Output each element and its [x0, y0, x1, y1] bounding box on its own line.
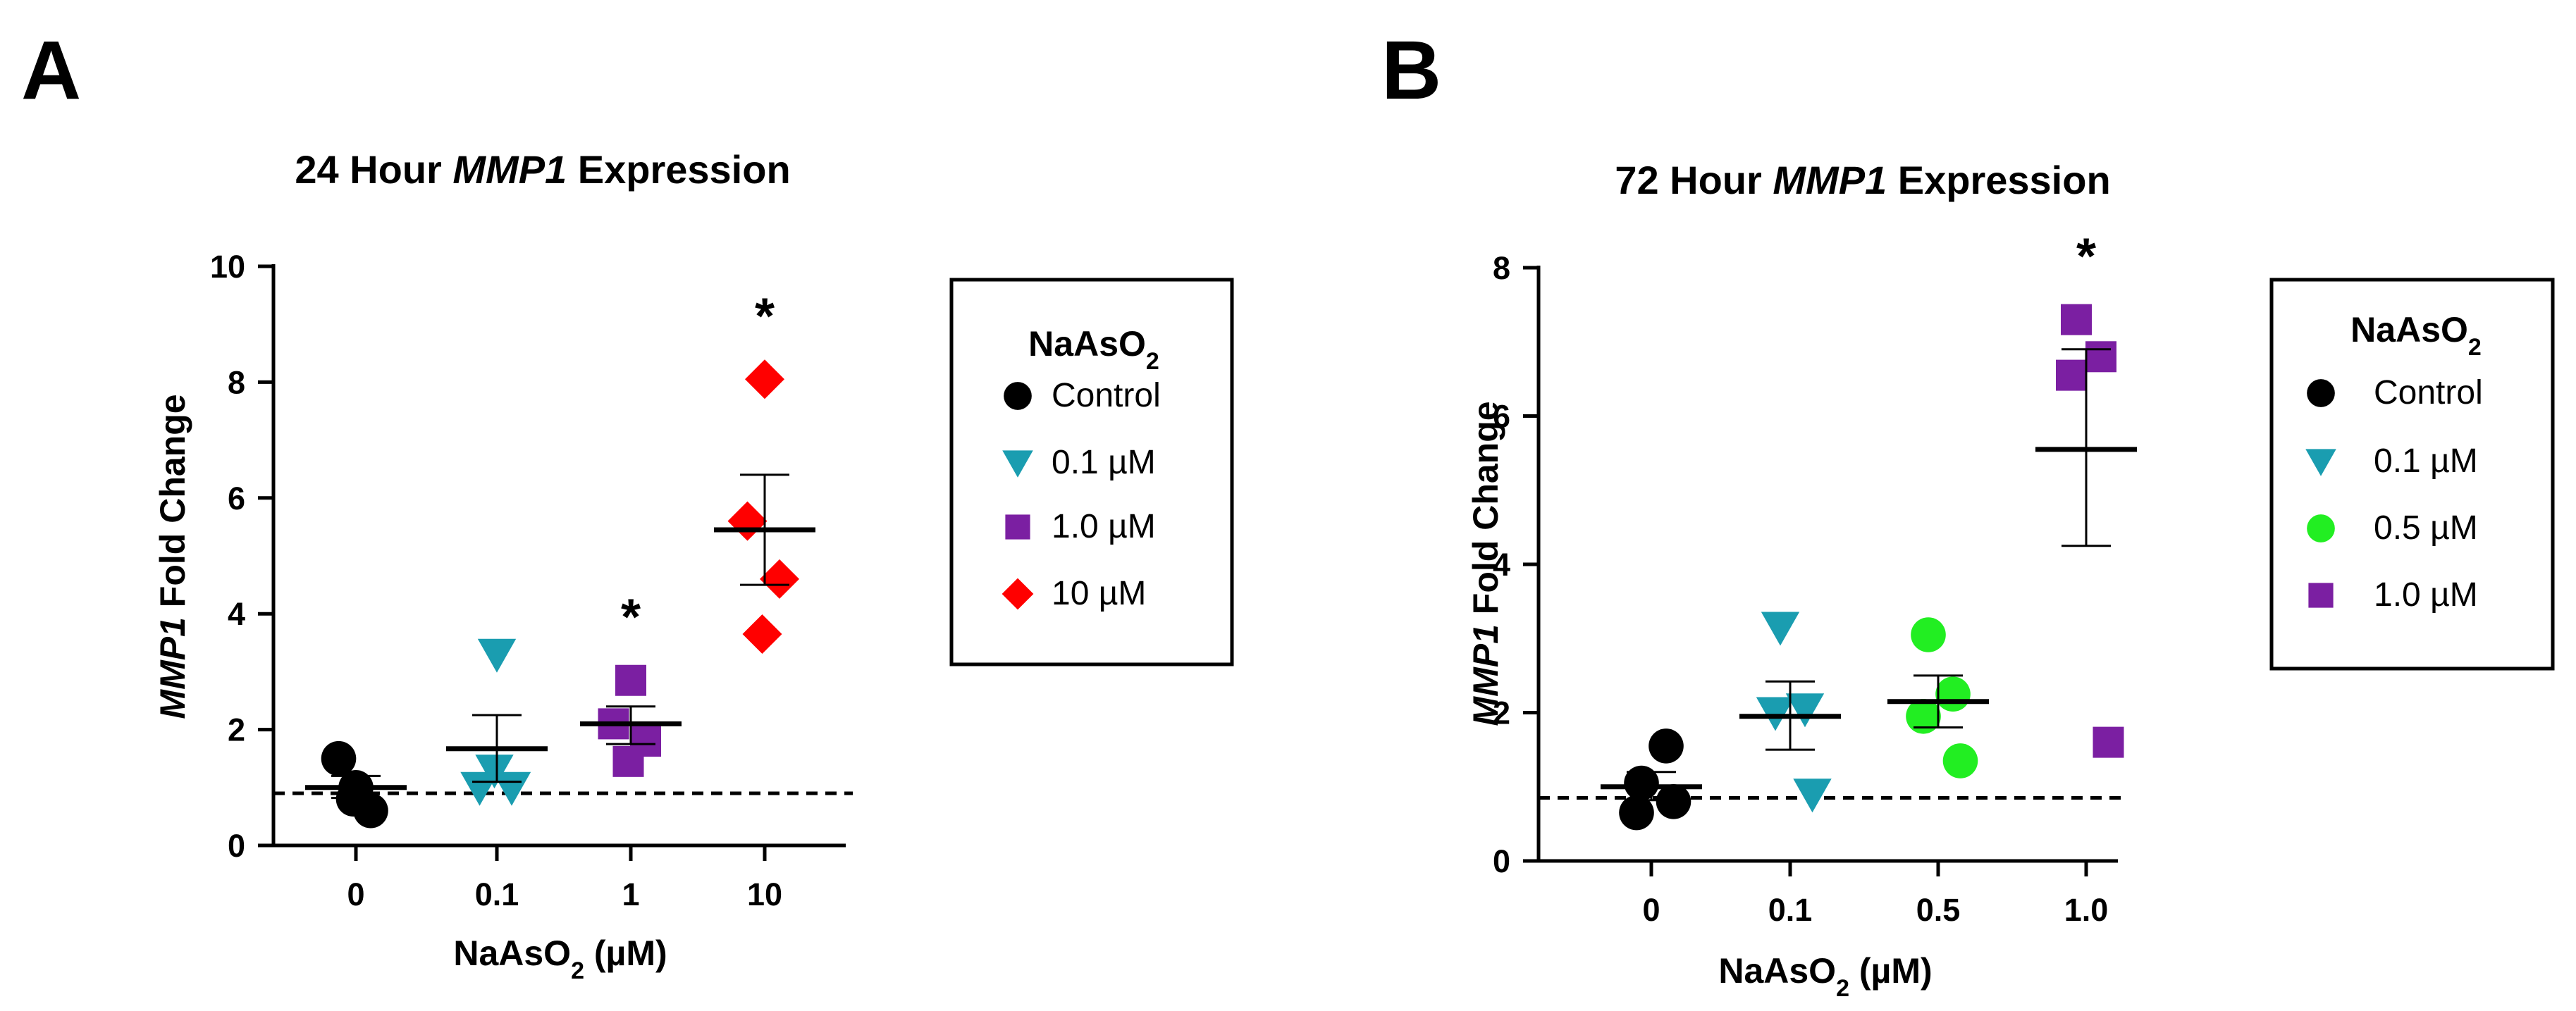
legend-item-label: Control	[2374, 374, 2483, 411]
data-point	[742, 614, 782, 654]
x-axis-label: NaAsO2 (µM)	[453, 934, 667, 984]
chart-title: 72 Hour MMP1 Expression	[1615, 158, 2110, 202]
data-point	[745, 359, 784, 399]
series-10: *	[714, 288, 815, 654]
legend-marker	[1004, 382, 1032, 410]
x-tick-label: 10	[747, 876, 782, 912]
data-point	[1793, 779, 1832, 813]
y-tick-label: 2	[228, 712, 245, 748]
data-point	[727, 501, 768, 541]
x-tick-label: 0	[347, 876, 364, 912]
series-0	[305, 740, 407, 829]
significance-star: *	[2076, 229, 2096, 285]
legend-marker	[1002, 578, 1034, 610]
y-axis-label: MMP1 Fold Change	[153, 394, 192, 719]
y-tick-label: 10	[210, 249, 245, 285]
y-tick-label: 6	[228, 480, 245, 516]
x-tick-label: 1	[622, 876, 639, 912]
x-tick-label: 0	[1642, 892, 1660, 928]
x-tick-label: 0.1	[1768, 892, 1813, 928]
y-tick-label: 0	[1493, 843, 1510, 879]
data-point	[492, 771, 531, 806]
data-point	[1761, 612, 1800, 646]
legend-marker	[1005, 514, 1030, 540]
significance-star: *	[621, 590, 641, 646]
x-tick-label: 1.0	[2064, 892, 2109, 928]
y-tick-label: 6	[1493, 399, 1510, 435]
series-0.1	[1739, 612, 1841, 813]
legend-item-label: 0.1 µM	[2374, 442, 2478, 480]
series-1: *	[580, 590, 682, 777]
y-tick-label: 4	[1493, 547, 1510, 583]
data-point	[1911, 617, 1946, 652]
legend: NaAsO2 Control 0.1 µM 0.5 µM 1.0 µM	[2269, 278, 2555, 671]
x-tick-label: 0.1	[475, 876, 519, 912]
data-point	[477, 638, 517, 673]
series-0.1	[446, 638, 548, 806]
y-tick-label: 4	[228, 596, 245, 632]
data-point	[615, 664, 646, 696]
data-point	[760, 559, 799, 599]
legend-item-label: Control	[1052, 377, 1161, 414]
data-point	[1785, 693, 1825, 728]
legend-marker	[2307, 379, 2335, 407]
panel-b: B 72 Hour MMP1 Expression 0 2 4 6 8 0 0.1 0.5 1.0 N…	[1381, 24, 2555, 1002]
series-0.5	[1887, 617, 1989, 779]
y-tick-label: 2	[1493, 695, 1510, 731]
data-point	[335, 781, 371, 817]
y-tick-label: 8	[228, 364, 245, 400]
data-point	[1648, 728, 1684, 764]
legend-item-label: 1.0 µM	[1052, 508, 1156, 545]
data-point	[321, 740, 357, 776]
y-tick-label: 8	[1493, 250, 1510, 286]
panel-a: A 24 Hour MMP1 Expression 0 2 4 6 8 10 0 0.1 1 10 Na…	[21, 24, 1234, 984]
significance-star: *	[755, 288, 775, 345]
legend-item-label: 0.1 µM	[1052, 444, 1156, 481]
legend-box	[949, 278, 1234, 666]
legend-marker	[2305, 449, 2336, 476]
legend-item-label: 0.5 µM	[2374, 509, 2478, 547]
x-tick-label: 0.5	[1916, 892, 1961, 928]
legend-item-label: 1.0 µM	[2374, 576, 2478, 614]
data-point	[1656, 784, 1691, 819]
legend-marker	[2307, 514, 2335, 542]
panel-letter: B	[1381, 24, 1441, 117]
data-point	[2056, 359, 2087, 391]
series-0	[1601, 728, 1702, 831]
chart-title: 24 Hour MMP1 Expression	[295, 147, 790, 192]
legend-marker	[2308, 583, 2334, 608]
data-point	[2085, 341, 2116, 373]
data-point	[2061, 304, 2092, 335]
data-point	[1619, 795, 1654, 831]
data-point	[460, 771, 499, 806]
data-point	[612, 745, 644, 777]
panel-letter: A	[21, 24, 81, 117]
data-point	[2093, 726, 2124, 758]
x-axis-label: NaAsO2 (µM)	[1718, 951, 1932, 1002]
legend-title: NaAsO2	[1028, 324, 1159, 375]
data-point	[1935, 676, 1971, 712]
y-axis-label: MMP1 Fold Change	[1466, 401, 1505, 726]
y-tick-label: 0	[228, 828, 245, 864]
series-1.0: *	[2035, 229, 2137, 758]
data-point	[475, 755, 514, 789]
data-point	[1906, 698, 1941, 734]
legend-title: NaAsO2	[2350, 310, 2482, 361]
data-point	[1942, 743, 1978, 779]
legend-marker	[1002, 450, 1033, 478]
data-point	[1624, 765, 1659, 801]
legend-item-label: 10 µM	[1052, 575, 1146, 612]
